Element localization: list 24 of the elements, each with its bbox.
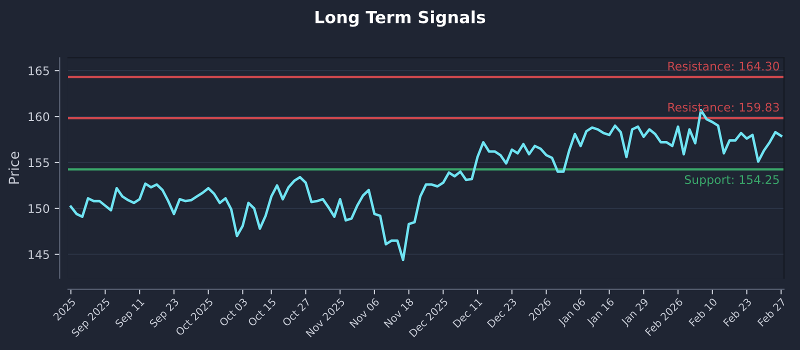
x-tick-label: Sep 11 <box>114 298 146 330</box>
x-tick-label: Jan 06 <box>557 298 588 328</box>
y-tick-label: 155 <box>28 158 49 168</box>
y-axis-title: Price <box>8 152 20 184</box>
ref-line-label: Support: 154.25 <box>684 175 779 186</box>
y-tick-label: 165 <box>28 66 49 76</box>
x-tick-label: Nov 18 <box>384 298 414 328</box>
x-tick-label: Dec 23 <box>486 298 518 328</box>
x-tick-label: Nov 06 <box>349 298 380 328</box>
x-tick-label: Jan 16 <box>586 298 616 328</box>
x-tick-label: Feb 10 <box>688 297 718 327</box>
x-tick-label: Oct 15 <box>247 298 276 327</box>
x-tick-label: Jan 29 <box>620 298 650 328</box>
ref-line-label: Resistance: 159.83 <box>668 102 779 112</box>
x-tick-label: Oct 03 <box>218 298 248 327</box>
x-tick-label: Oct 27 <box>282 298 311 327</box>
ref-line-label: Resistance: 164.30 <box>668 61 780 71</box>
x-tick-label: Feb 27 <box>757 298 786 327</box>
y-tick-label: 160 <box>28 112 50 122</box>
y-tick-label: 150 <box>28 204 50 214</box>
x-tick-label: Dec 11 <box>452 298 483 328</box>
chart-title: Long Term Signals <box>316 10 486 27</box>
y-tick-label: 145 <box>28 250 49 260</box>
x-tick-label: Feb 23 <box>722 298 752 327</box>
